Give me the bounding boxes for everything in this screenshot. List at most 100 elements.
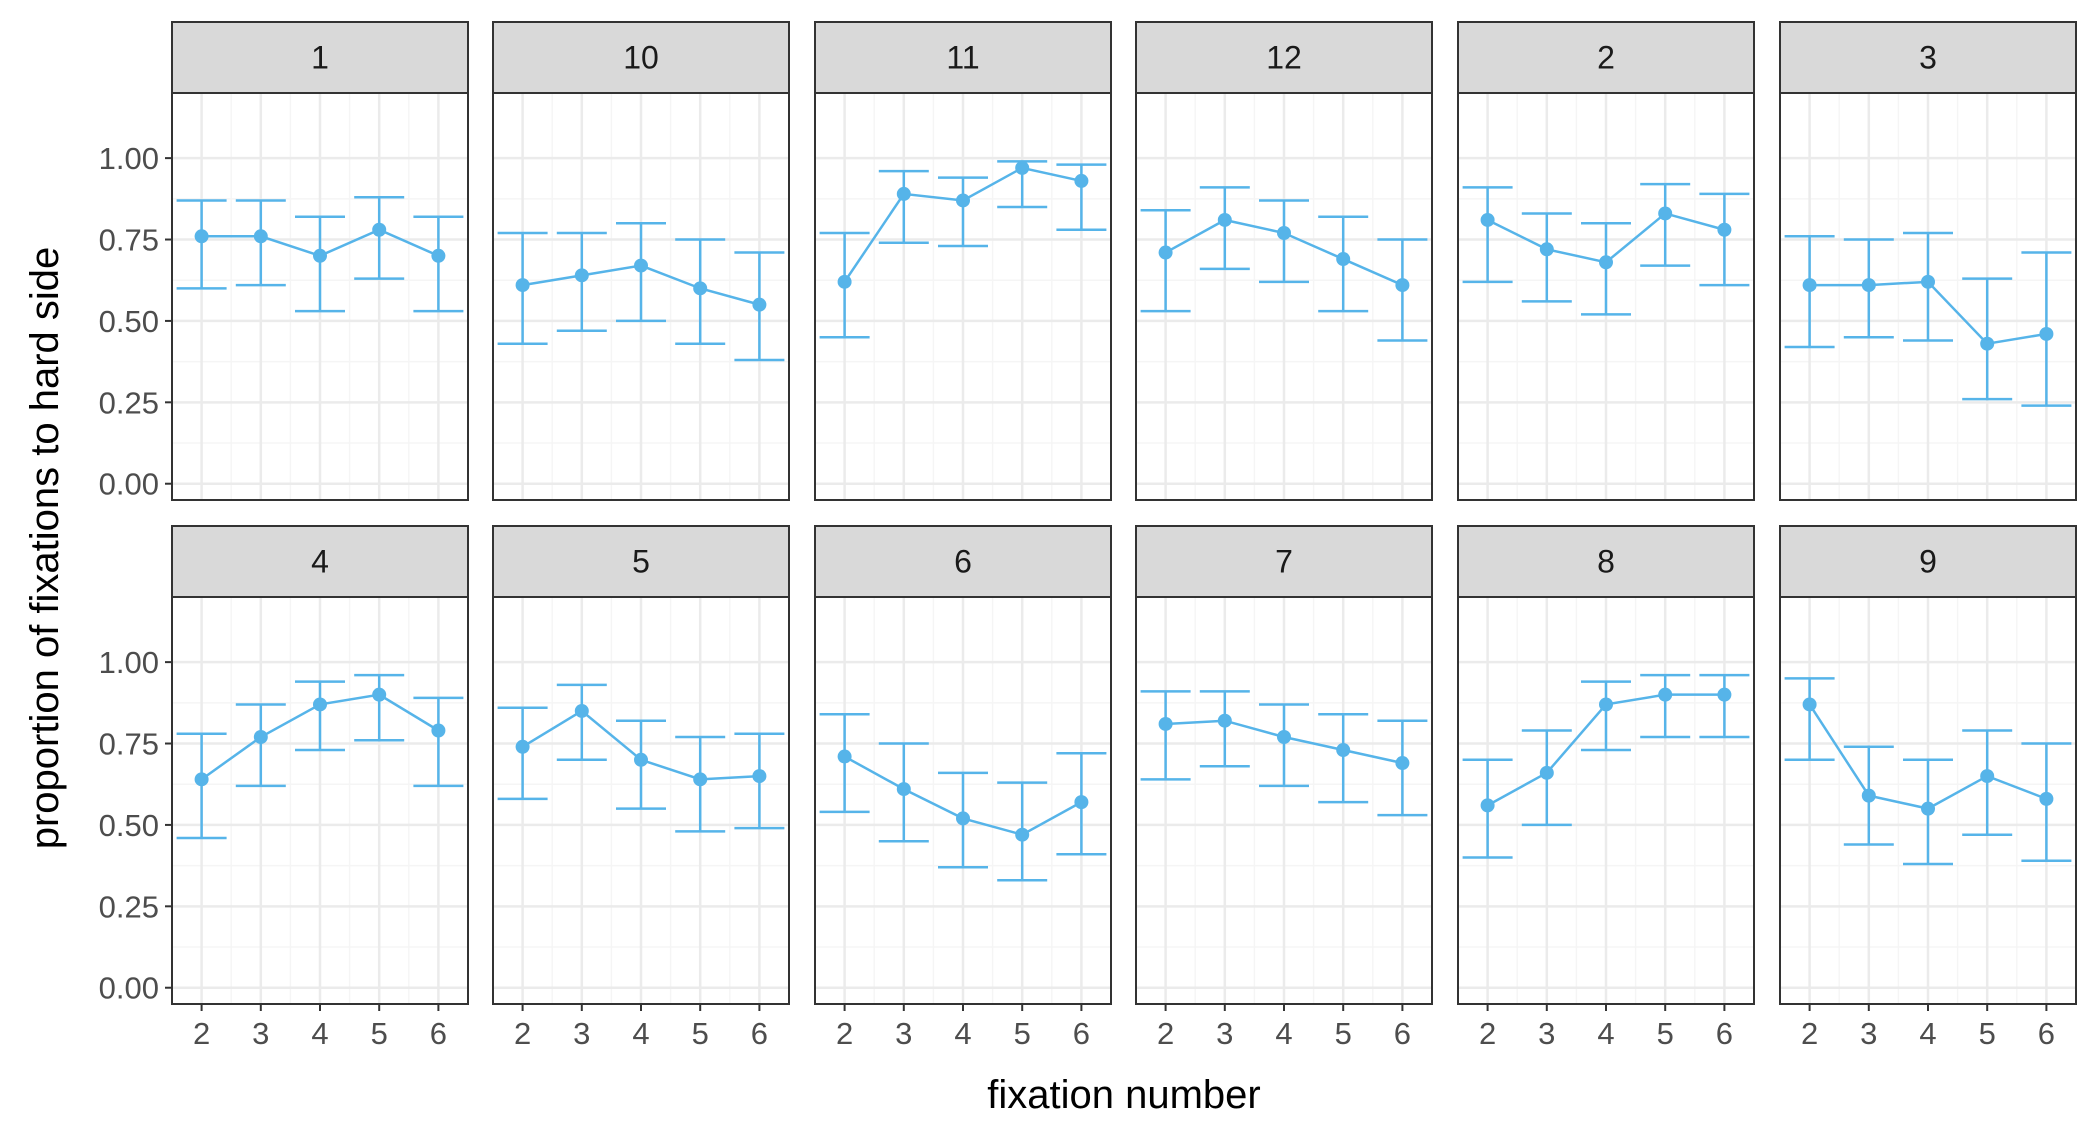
data-point: [1217, 212, 1232, 227]
panel-border: [171, 596, 469, 1005]
data-point: [1658, 687, 1673, 702]
data-point: [574, 268, 589, 283]
facet-strip: [492, 21, 790, 94]
panel-border: [171, 92, 469, 501]
facet-strip-label: 12: [1266, 40, 1302, 76]
data-point: [837, 749, 852, 764]
data-point: [253, 730, 268, 745]
facet-strip-label: 10: [623, 40, 659, 76]
facet-panels: 1 0.00 0.25 0.50 0.75 1.00 10 11 12 2 3 4 0.00 0.25 0.…: [99, 21, 2077, 1051]
panel-border: [1779, 596, 2077, 1005]
data-point: [1480, 212, 1495, 227]
data-point: [574, 703, 589, 718]
panel-border: [814, 596, 1112, 1005]
facet-panel-6: 6 2 3 4 5 6: [814, 525, 1112, 1051]
data-point: [1158, 716, 1173, 731]
data-point: [634, 258, 648, 273]
x-axis-title: fixation number: [987, 1073, 1260, 1117]
data-point: [1658, 206, 1673, 221]
facet-panel-5: 5 2 3 4 5 6: [492, 525, 790, 1051]
y-axis-title: proportion of fixations to hard side: [23, 247, 67, 850]
data-point: [431, 723, 446, 738]
facet-panel-7: 7 2 3 4 5 6: [1135, 525, 1433, 1051]
data-point: [1217, 713, 1232, 728]
data-point: [1980, 769, 1995, 784]
data-point: [693, 281, 708, 296]
x-tick-label: 6: [1394, 1016, 1411, 1051]
facet-strip: [1135, 525, 1433, 598]
x-tick-label: 6: [1073, 1016, 1090, 1051]
data-point: [372, 687, 387, 702]
facet-panel-9: 9 2 3 4 5 6: [1779, 525, 2077, 1051]
data-point: [1277, 226, 1291, 241]
data-point: [1277, 730, 1291, 745]
x-tick-label: 4: [311, 1016, 328, 1051]
facet-strip-label: 9: [1919, 544, 1937, 580]
data-point: [1921, 274, 1935, 289]
panel-border: [492, 92, 790, 501]
panel-border: [1779, 92, 2077, 501]
data-point: [1336, 252, 1351, 267]
y-tick-label: 0.50: [99, 808, 159, 843]
data-point: [1921, 801, 1935, 816]
y-tick-label: 1.00: [99, 141, 159, 176]
data-point: [634, 752, 648, 767]
x-tick-label: 3: [1538, 1016, 1555, 1051]
x-tick-label: 2: [1801, 1016, 1818, 1051]
y-tick-label: 1.00: [99, 645, 159, 680]
facet-strip: [1457, 21, 1755, 94]
facet-strip-label: 6: [954, 544, 972, 580]
y-tick-label: 0.75: [99, 727, 159, 762]
facet-panel-3: 3: [1779, 21, 2077, 501]
facet-strip-label: 5: [632, 544, 650, 580]
x-tick-label: 5: [1014, 1016, 1031, 1051]
x-tick-label: 4: [1919, 1016, 1936, 1051]
x-tick-label: 5: [1657, 1016, 1674, 1051]
facet-strip: [1135, 21, 1433, 94]
data-point: [194, 229, 209, 244]
data-point: [372, 222, 387, 237]
facet-panel-10: 10: [492, 21, 790, 501]
y-tick-label: 0.75: [99, 223, 159, 258]
data-point: [1336, 743, 1351, 758]
facet-panel-1: 1 0.00 0.25 0.50 0.75 1.00: [99, 21, 469, 502]
facet-panel-8: 8 2 3 4 5 6: [1457, 525, 1755, 1051]
x-tick-label: 2: [1479, 1016, 1496, 1051]
data-point: [1599, 255, 1613, 270]
data-point: [693, 772, 708, 787]
panel-border: [814, 92, 1112, 501]
x-tick-label: 5: [1335, 1016, 1352, 1051]
y-tick-label: 0.25: [99, 385, 159, 420]
facet-strip: [171, 21, 469, 94]
facet-panel-2: 2: [1457, 21, 1755, 501]
x-tick-label: 3: [573, 1016, 590, 1051]
data-point: [313, 248, 327, 263]
x-tick-label: 4: [954, 1016, 971, 1051]
data-point: [1539, 765, 1554, 780]
facet-strip: [814, 21, 1112, 94]
facet-panel-4: 4 0.00 0.25 0.50 0.75 1.00 2 3 4 5 6: [99, 525, 469, 1051]
facet-panel-11: 11: [814, 21, 1112, 501]
data-point: [2039, 326, 2054, 341]
panel-border: [1457, 596, 1755, 1005]
data-point: [1717, 687, 1732, 702]
x-tick-label: 4: [1275, 1016, 1292, 1051]
facet-strip-label: 4: [311, 544, 329, 580]
facet-panel-12: 12: [1135, 21, 1433, 501]
x-tick-label: 6: [430, 1016, 447, 1051]
data-point: [1861, 278, 1876, 293]
data-point: [752, 769, 767, 784]
x-tick-label: 2: [514, 1016, 531, 1051]
data-point: [1599, 697, 1613, 712]
data-point: [253, 229, 268, 244]
x-tick-label: 4: [1597, 1016, 1614, 1051]
x-tick-label: 4: [632, 1016, 649, 1051]
x-tick-label: 3: [252, 1016, 269, 1051]
panel-border: [1457, 92, 1755, 501]
panel-border: [1135, 596, 1433, 1005]
y-tick-label: 0.00: [99, 971, 159, 1006]
data-point: [1480, 798, 1495, 813]
x-tick-label: 6: [751, 1016, 768, 1051]
facet-strip: [492, 525, 790, 598]
